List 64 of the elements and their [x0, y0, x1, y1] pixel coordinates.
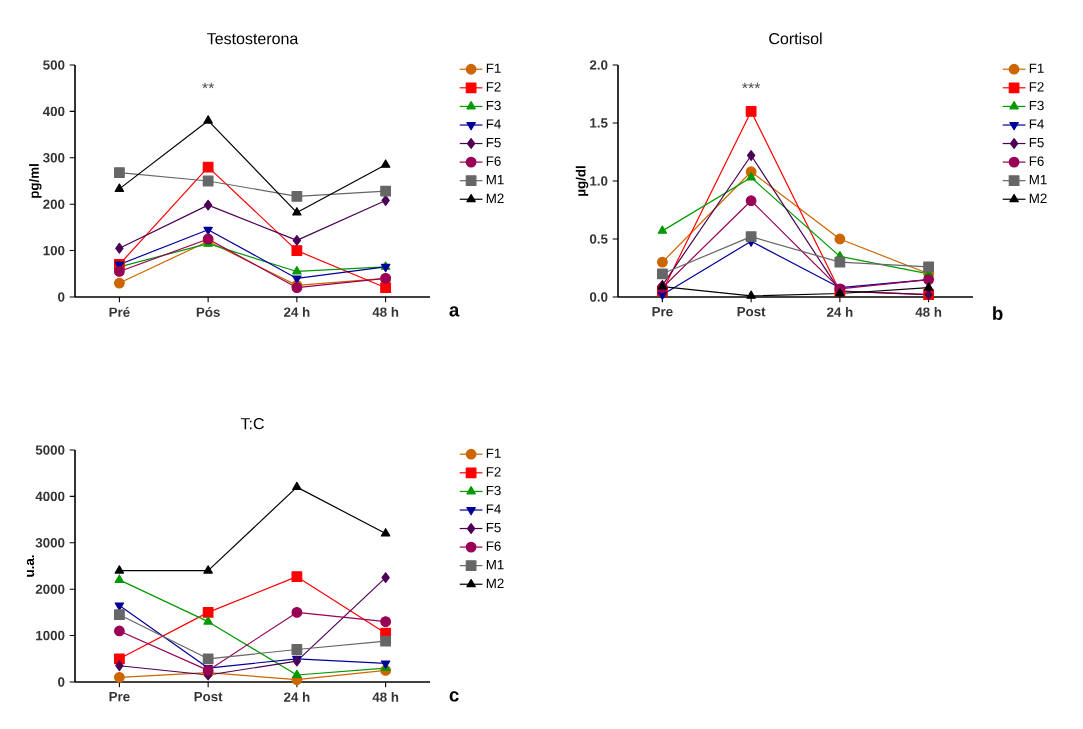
x-tick-label: 24 h [284, 692, 310, 702]
legend-label: F4 [1029, 119, 1044, 129]
y-tick-label: 400 [42, 106, 65, 117]
y-axis-title: pg/ml [29, 164, 42, 198]
legend-label: F4 [486, 119, 501, 129]
legend-label: F5 [486, 137, 501, 148]
legend-label: F2 [486, 82, 501, 92]
y-tick-label: 1.0 [590, 176, 608, 186]
y-tick-label: 5000 [35, 445, 65, 455]
chart-title: Testosterona [207, 33, 299, 45]
x-tick-label: 48 h [915, 307, 942, 317]
legend-label: F4 [486, 504, 501, 514]
legend-label: M1 [486, 560, 504, 570]
y-tick-label: 0 [58, 292, 65, 302]
y-tick-label: 3000 [35, 538, 65, 548]
x-tick-label: Pós [196, 307, 220, 317]
legend-label: F5 [486, 522, 501, 533]
x-tick-label: 24 h [826, 307, 853, 317]
y-tick-label: 500 [43, 60, 65, 70]
chart-title: Cortisol [769, 32, 822, 45]
legend-label: F2 [486, 467, 501, 477]
legend-label: M1 [486, 175, 504, 185]
legend-label: F6 [486, 156, 501, 166]
y-tick-label: 4000 [35, 491, 65, 502]
text: b [993, 306, 1003, 321]
legend-label: F1 [486, 63, 501, 73]
x-tick-label: Pré [109, 307, 130, 317]
annotation: ** [202, 82, 215, 89]
y-axis-title: µg/dl [575, 166, 589, 196]
annotation: *** [742, 82, 761, 89]
legend-label: F2 [1029, 82, 1044, 92]
y-axis-title: u.a. [26, 555, 35, 577]
legend-label: F5 [1029, 137, 1044, 148]
y-tick-label: 0.5 [589, 234, 608, 244]
legend-label: M1 [1029, 175, 1047, 185]
legend-label: F3 [486, 485, 501, 496]
legend-label: F6 [1029, 156, 1044, 166]
text: a [449, 306, 460, 317]
y-tick-label: 2.0 [589, 60, 608, 70]
text: c [449, 691, 459, 702]
x-tick-label: Post [194, 692, 223, 702]
x-tick-label: 48 h [372, 307, 399, 317]
legend-label: F1 [486, 448, 501, 458]
x-tick-label: Pre [109, 692, 130, 702]
legend-label: F6 [486, 541, 501, 551]
y-tick-label: 2000 [35, 584, 65, 594]
x-tick-label: Post [737, 307, 766, 317]
x-tick-label: 24 h [284, 307, 310, 317]
legend-label: F3 [486, 100, 501, 111]
y-tick-label: 200 [43, 199, 65, 209]
x-tick-label: Pre [652, 307, 673, 317]
legend-label: F3 [1029, 100, 1044, 111]
y-tick-label: 1.5 [590, 118, 608, 128]
y-tick-label: 100 [43, 245, 65, 256]
y-tick-label: 300 [43, 153, 65, 163]
y-tick-label: 1000 [36, 630, 65, 641]
legend-label: M2 [1029, 193, 1047, 203]
legend-label: M2 [486, 578, 504, 588]
legend-label: F1 [1029, 63, 1044, 73]
chart-title: T:C [240, 417, 264, 430]
y-tick-label: 0 [58, 677, 65, 687]
y-tick-label: 0.0 [589, 292, 608, 302]
x-tick-label: 48 h [372, 692, 399, 702]
legend-label: M2 [486, 193, 504, 203]
